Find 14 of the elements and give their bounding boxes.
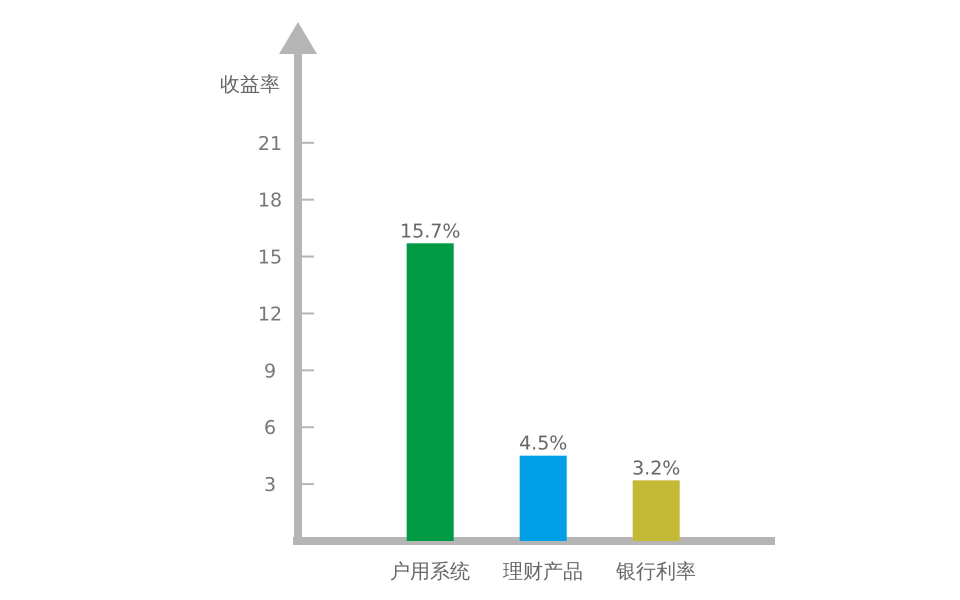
x-tick-label: 户用系统 bbox=[390, 559, 470, 583]
y-tick-label: 12 bbox=[258, 303, 282, 326]
y-tick-label: 15 bbox=[258, 246, 282, 269]
data-label: 4.5% bbox=[519, 432, 568, 455]
data-label: 15.7% bbox=[400, 220, 460, 242]
y-tick-label: 18 bbox=[258, 190, 282, 212]
y-tick-label: 3 bbox=[264, 474, 276, 496]
data-label: 3.2% bbox=[632, 457, 680, 480]
y-tick-label: 21 bbox=[258, 132, 282, 155]
y-tick-label: 9 bbox=[264, 360, 276, 382]
x-tick-label: 理财产品 bbox=[503, 559, 584, 583]
y-tick-label: 6 bbox=[264, 417, 276, 440]
x-tick-label: 银行利率 bbox=[615, 559, 696, 583]
y-axis-title: 收益率 bbox=[220, 72, 280, 96]
